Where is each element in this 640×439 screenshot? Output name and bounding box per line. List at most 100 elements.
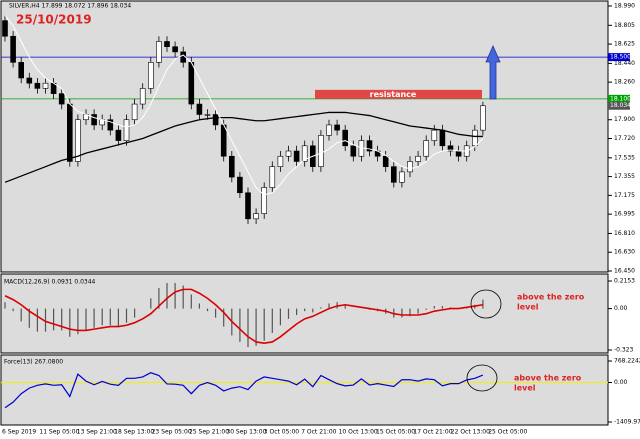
level-label: 18.500 <box>610 54 631 61</box>
candle-body <box>318 135 324 167</box>
highlight-circle <box>470 289 502 319</box>
y-tick-label: 0.2153 <box>614 278 635 285</box>
plot-layer: 18.990 18.805 18.625 18.440 18.260 17.900 17.7… <box>1 3 640 436</box>
candle-body <box>115 129 122 141</box>
x-tick-label: 23 Sep 05:00 <box>152 429 192 436</box>
candle-body <box>164 41 170 47</box>
series-line <box>4 15 484 196</box>
candle-body <box>67 103 73 162</box>
y-tick-label: 17.900 <box>614 116 635 123</box>
price-tag <box>608 101 630 110</box>
candle-body <box>350 145 357 157</box>
y-tick-label: 16.450 <box>614 268 635 275</box>
candle-body <box>480 105 486 131</box>
x-tick-label: 7 Oct 21:00 <box>301 429 336 436</box>
macd-title: MACD(12,26,9) 0.0931 0.0344 <box>4 279 96 286</box>
candle-body <box>237 176 243 194</box>
candle-body <box>447 145 454 152</box>
x-tick-label: 6 Sep 2019 <box>2 429 36 436</box>
candle-body <box>277 155 284 167</box>
candle-body <box>261 187 268 214</box>
y-tick-label: 17.175 <box>614 192 635 199</box>
y-tick-label: 18.440 <box>614 60 635 67</box>
candle-body <box>439 129 446 147</box>
candle-body <box>18 62 25 79</box>
y-tick-label: 16.630 <box>614 249 635 256</box>
candle-body <box>342 129 349 147</box>
candle-body <box>382 155 389 167</box>
candle-body <box>107 119 114 131</box>
resistance-zone <box>315 89 482 99</box>
resistance-label: resistance <box>370 90 417 99</box>
candle-body <box>131 103 138 121</box>
price-panel <box>0 0 609 273</box>
candle-body <box>423 140 430 157</box>
y-tick-label: 768.2242 <box>614 358 640 365</box>
candle-body <box>156 41 162 63</box>
annotation: above the zero <box>517 293 585 302</box>
series-line <box>4 111 483 183</box>
x-tick-label: 30 Sep 13:00 <box>226 429 266 436</box>
x-tick-label: 17 Oct 21:00 <box>413 429 452 436</box>
candle-body <box>334 124 340 131</box>
candle-body <box>148 62 154 89</box>
chart-title: SILVER,H4 17.899 18.072 17.896 18.034 <box>9 3 131 10</box>
candle-body <box>390 166 397 183</box>
level-label: 18.100 <box>610 95 631 102</box>
force-title: Force(13) 267.0800 <box>4 359 63 366</box>
candle-body <box>431 129 438 141</box>
x-tick-label: 15 Oct 05:00 <box>376 429 415 436</box>
x-tick-label: 18 Sep 13:00 <box>114 429 154 436</box>
highlight-circle <box>466 364 498 392</box>
candle-body <box>229 155 235 178</box>
candle-body <box>91 114 97 126</box>
candle-body <box>455 150 462 157</box>
candle-body <box>245 192 251 220</box>
candle-body <box>58 93 65 105</box>
y-tick-label: 17.535 <box>614 154 635 161</box>
y-tick-label: 16.810 <box>614 230 635 237</box>
y-tick-label: 18.805 <box>614 22 635 29</box>
annotation: above the zero <box>514 374 582 383</box>
level-tag <box>608 94 630 103</box>
candle-body <box>285 150 292 157</box>
up-arrow <box>485 45 501 100</box>
series-line <box>4 372 484 409</box>
candle-body <box>269 166 276 188</box>
y-tick-label: -0.323 <box>614 347 634 354</box>
y-tick-label: 0.00 <box>614 305 628 312</box>
candle-body <box>471 129 478 147</box>
candle-body <box>407 161 413 173</box>
x-tick-label: 25 Sep 21:00 <box>189 429 229 436</box>
x-tick-label: 3 Oct 05:00 <box>264 429 299 436</box>
candle-body <box>415 155 421 162</box>
annotation: level <box>514 384 536 393</box>
candle-body <box>399 171 405 183</box>
y-tick-label: 18.625 <box>614 41 635 48</box>
date-label: 25/10/2019 <box>16 13 92 27</box>
candle-body <box>139 88 146 105</box>
force-panel <box>0 354 609 426</box>
y-tick-label: 18.990 <box>614 3 635 10</box>
x-tick-label: 13 Sep 21:00 <box>77 429 117 436</box>
candle-body <box>34 82 41 89</box>
candle-body <box>293 150 300 162</box>
y-tick-label: -1409.97 <box>614 419 640 426</box>
candle-body <box>220 124 227 157</box>
candle-body <box>204 114 211 116</box>
candle-body <box>75 119 81 162</box>
level-tag <box>608 53 630 62</box>
candle-body <box>10 35 16 63</box>
candle-body <box>212 114 219 126</box>
x-tick-label: 10 Oct 13:00 <box>339 429 378 436</box>
price-label: 18.034 <box>610 102 631 109</box>
macd-panel <box>0 273 609 354</box>
candle-body <box>123 119 130 141</box>
candle-body <box>2 20 8 37</box>
candle-body <box>188 62 195 105</box>
series-line <box>4 288 484 345</box>
x-tick-label: 22 Oct 13:00 <box>451 429 490 436</box>
candle-body <box>172 46 178 53</box>
y-tick-label: 17.720 <box>614 135 635 142</box>
